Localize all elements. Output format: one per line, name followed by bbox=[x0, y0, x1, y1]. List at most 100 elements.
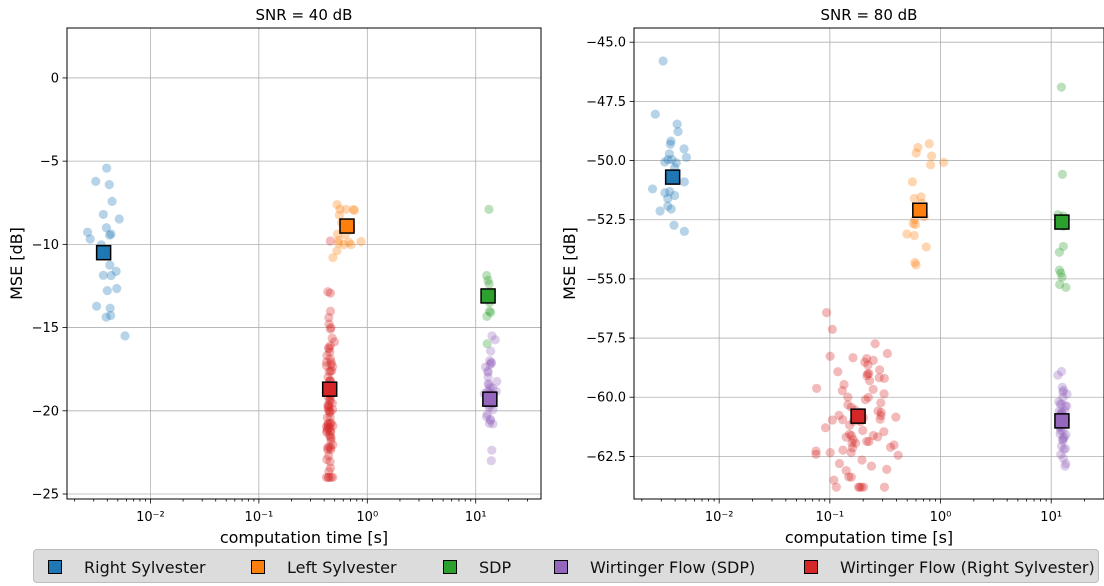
scatter-point-wirtinger-flow-right-sylvester bbox=[321, 472, 332, 482]
scatter-point-wirtinger-flow-right-sylvester bbox=[868, 355, 878, 365]
scatter-point-sdp bbox=[1055, 279, 1065, 290]
scatter-point-wirtinger-flow-right-sylvester bbox=[863, 392, 873, 403]
grid-lines bbox=[67, 28, 541, 499]
scatter-point-right-sylvester bbox=[101, 223, 112, 233]
scatter-point-sdp bbox=[1056, 82, 1067, 92]
scatter-point-wirtinger-flow-sdp bbox=[488, 405, 498, 415]
scatter-point-wirtinger-flow-right-sylvester bbox=[325, 395, 335, 405]
chart-title: SNR = 40 dB bbox=[256, 6, 353, 24]
scatter-point-sdp bbox=[1057, 169, 1068, 179]
scatter-point-right-sylvester bbox=[98, 209, 108, 220]
scatter-point-right-sylvester bbox=[650, 109, 660, 119]
axis-ticks: 10⁻² 10⁻¹ 10⁰ 10¹ 0 −5 −10 −15 −20 −25 bbox=[32, 71, 528, 525]
scatter-point-wirtinger-flow-right-sylvester bbox=[846, 472, 856, 482]
scatter-point-wirtinger-flow-right-sylvester bbox=[327, 404, 338, 415]
scatter-point-wirtinger-flow-right-sylvester bbox=[324, 442, 334, 452]
scatter-point-right-sylvester bbox=[658, 56, 668, 66]
scatter-point-wirtinger-flow-right-sylvester bbox=[882, 464, 892, 474]
x-axis-label: computation time [s] bbox=[785, 528, 953, 547]
scatter-point-wirtinger-flow-right-sylvester bbox=[864, 376, 875, 386]
scatter-point-right-sylvester bbox=[98, 270, 108, 280]
scatter-point-left-sylvester bbox=[926, 151, 937, 161]
scatter-point-left-sylvester bbox=[908, 218, 918, 229]
center-marker-wirtinger-flow-sdp bbox=[482, 391, 498, 407]
scatter-point-wirtinger-flow-sdp bbox=[1058, 433, 1069, 443]
scatter-point-wirtinger-flow-right-sylvester bbox=[322, 454, 332, 465]
scatter-point-wirtinger-flow-right-sylvester bbox=[325, 236, 335, 246]
scatter-point-wirtinger-flow-right-sylvester bbox=[868, 430, 878, 441]
scatter-point-right-sylvester bbox=[83, 227, 93, 237]
scatter-point-sdp bbox=[482, 311, 492, 321]
scatter-point-wirtinger-flow-right-sylvester bbox=[879, 373, 889, 383]
scatter-point-wirtinger-flow-sdp bbox=[1058, 453, 1068, 463]
scatter-point-wirtinger-flow-right-sylvester bbox=[324, 344, 334, 354]
scatter-point-wirtinger-flow-sdp bbox=[1056, 441, 1067, 451]
scatter-point-wirtinger-flow-sdp bbox=[1059, 432, 1069, 442]
scatter-point-wirtinger-flow-right-sylvester bbox=[891, 412, 901, 422]
center-marker-right-sylvester bbox=[95, 244, 112, 261]
x-axis-label: computation time [s] bbox=[220, 528, 388, 547]
scatter-point-wirtinger-flow-right-sylvester bbox=[857, 455, 867, 465]
axes-frame bbox=[633, 27, 1104, 500]
scatter-point-wirtinger-flow-right-sylvester bbox=[323, 400, 333, 411]
scatter-point-wirtinger-flow-right-sylvester bbox=[829, 475, 839, 485]
x-tick-label: 10⁻¹ bbox=[245, 510, 274, 525]
legend-item-wirtinger-flow-right-sylvester: Wirtinger Flow (Right Sylvester) bbox=[804, 556, 1095, 578]
scatter-point-wirtinger-flow-right-sylvester bbox=[324, 400, 334, 410]
legend-item-right-sylvester: Right Sylvester bbox=[48, 556, 206, 578]
scatter-point-right-sylvester bbox=[664, 149, 674, 159]
scatter-point-wirtinger-flow-right-sylvester bbox=[850, 438, 861, 448]
scatter-point-left-sylvester bbox=[925, 160, 936, 170]
scatter-point-wirtinger-flow-right-sylvester bbox=[327, 333, 337, 343]
scatter-point-wirtinger-flow-sdp bbox=[1057, 382, 1067, 392]
scatter-point-wirtinger-flow-right-sylvester bbox=[843, 392, 853, 402]
legend-label: Left Sylvester bbox=[287, 557, 397, 577]
scatter-point-wirtinger-flow-right-sylvester bbox=[879, 389, 889, 399]
scatter-point-wirtinger-flow-sdp bbox=[490, 335, 500, 345]
scatter-point-right-sylvester bbox=[663, 154, 673, 165]
scatter-point-right-sylvester bbox=[102, 286, 112, 296]
scatter-point-wirtinger-flow-right-sylvester bbox=[324, 319, 334, 329]
scatter-point-wirtinger-flow-right-sylvester bbox=[862, 436, 872, 446]
x-tick-label: 10⁻² bbox=[136, 510, 165, 525]
scatter-point-wirtinger-flow-sdp bbox=[484, 418, 494, 428]
scatter-point-left-sylvester bbox=[334, 235, 344, 245]
scatter-point-wirtinger-flow-right-sylvester bbox=[833, 367, 843, 377]
scatter-point-right-sylvester bbox=[660, 157, 670, 167]
scatter-point-left-sylvester bbox=[911, 148, 921, 158]
scatter-point-wirtinger-flow-right-sylvester bbox=[868, 384, 878, 394]
scatter-point-wirtinger-flow-right-sylvester bbox=[326, 472, 336, 482]
scatter-point-wirtinger-flow-sdp bbox=[1060, 401, 1071, 411]
series-centers bbox=[95, 218, 498, 407]
scatter-point-wirtinger-flow-right-sylvester bbox=[327, 398, 337, 408]
legend: Right Sylvester Left Sylvester SDP Wirti… bbox=[33, 549, 1099, 583]
scatter-point-wirtinger-flow-sdp bbox=[485, 359, 495, 370]
scatter-point-wirtinger-flow-right-sylvester bbox=[325, 432, 336, 442]
scatter-point-wirtinger-flow-sdp bbox=[486, 358, 497, 368]
scatter-point-wirtinger-flow-sdp bbox=[1057, 434, 1068, 444]
scatter-point-wirtinger-flow-sdp bbox=[485, 416, 496, 426]
scatter-point-wirtinger-flow-right-sylvester bbox=[843, 400, 853, 410]
scatter-point-wirtinger-flow-right-sylvester bbox=[325, 354, 335, 364]
scatter-point-right-sylvester bbox=[102, 163, 112, 173]
scatter-points bbox=[83, 163, 502, 482]
scatter-point-wirtinger-flow-right-sylvester bbox=[893, 450, 903, 460]
scatter-point-right-sylvester bbox=[91, 176, 101, 186]
scatter-point-wirtinger-flow-right-sylvester bbox=[858, 425, 868, 436]
scatter-point-wirtinger-flow-right-sylvester bbox=[876, 398, 886, 408]
scatter-point-wirtinger-flow-sdp bbox=[492, 376, 502, 387]
x-tick-label: 10¹ bbox=[465, 510, 487, 525]
scatter-point-sdp bbox=[482, 270, 492, 281]
scatter-point-wirtinger-flow-right-sylvester bbox=[326, 359, 336, 369]
scatter-point-wirtinger-flow-right-sylvester bbox=[846, 447, 856, 458]
scatter-point-right-sylvester bbox=[104, 230, 115, 240]
scatter-point-wirtinger-flow-right-sylvester bbox=[811, 449, 821, 459]
scatter-point-right-sylvester bbox=[112, 283, 122, 294]
scatter-point-wirtinger-flow-right-sylvester bbox=[844, 429, 855, 439]
scatter-point-wirtinger-flow-sdp bbox=[487, 331, 497, 341]
scatter-point-wirtinger-flow-right-sylvester bbox=[324, 401, 334, 412]
scatter-point-wirtinger-flow-sdp bbox=[1060, 443, 1071, 454]
scatter-point-wirtinger-flow-right-sylvester bbox=[323, 445, 333, 455]
legend-label: Right Sylvester bbox=[84, 557, 206, 577]
scatter-point-right-sylvester bbox=[105, 260, 115, 270]
